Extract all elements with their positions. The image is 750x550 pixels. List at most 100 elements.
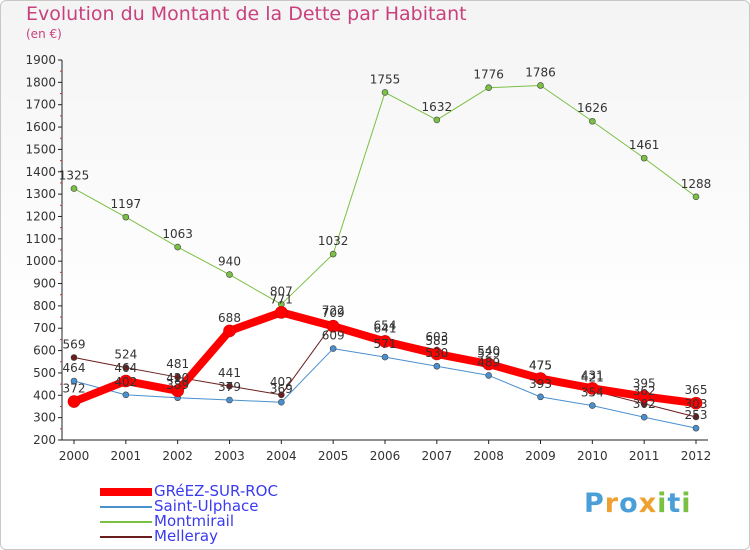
data-label: 688 (218, 311, 241, 325)
data-point (692, 193, 700, 201)
data-label: 379 (218, 380, 241, 394)
data-point (689, 396, 703, 410)
data-point (381, 89, 389, 96)
legend-swatch (100, 488, 152, 496)
data-point (637, 390, 651, 403)
y-tick-label: 1000 (25, 254, 56, 268)
x-tick-label: 2000 (59, 449, 90, 463)
legend-swatch (100, 521, 152, 523)
data-label: 489 (477, 355, 500, 369)
data-label: 654 (374, 319, 397, 333)
data-label: 441 (218, 366, 241, 380)
data-label: 1288 (681, 177, 712, 191)
data-point (433, 116, 441, 124)
series-line-2 (73, 84, 697, 305)
x-tick-label: 2008 (473, 449, 504, 463)
data-label: 369 (270, 382, 293, 396)
data-label: 585 (425, 334, 448, 348)
data-point (329, 250, 337, 258)
data-point (278, 391, 285, 399)
data-label: 421 (581, 371, 604, 385)
data-point (534, 372, 547, 385)
legend-swatch (100, 506, 152, 508)
data-point (482, 357, 495, 371)
data-label: 641 (374, 321, 397, 335)
data-label: 402 (114, 375, 137, 389)
data-point (70, 377, 78, 385)
y-tick-label: 1700 (25, 98, 56, 112)
y-tick-label: 700 (33, 321, 56, 335)
x-tick-label: 2011 (629, 449, 660, 463)
data-point (378, 335, 392, 348)
data-label: 393 (529, 377, 552, 391)
data-point (589, 402, 596, 409)
y-tick-label: 1500 (25, 142, 56, 156)
chart-unit: (en €) (26, 27, 62, 41)
data-label: 1063 (162, 227, 193, 241)
data-point (537, 82, 544, 89)
data-label: 475 (529, 359, 552, 373)
data-point (122, 364, 130, 371)
data-label: 481 (166, 357, 189, 371)
legend-swatch (100, 536, 152, 538)
proxiti-logo: Proxiti (584, 488, 692, 519)
y-tick-label: 1200 (25, 209, 56, 223)
legend-label: GRéEZ-SUR-ROC (154, 482, 278, 500)
data-point (430, 347, 444, 361)
data-point (589, 117, 596, 125)
data-label: 365 (685, 383, 708, 397)
data-label: 569 (63, 338, 86, 352)
data-point (275, 306, 288, 319)
data-label: 402 (270, 375, 293, 389)
x-tick-label: 2010 (577, 449, 608, 463)
data-label: 722 (322, 303, 345, 317)
data-label: 609 (322, 329, 345, 343)
data-point (692, 424, 700, 432)
data-label: 1626 (577, 101, 608, 115)
data-label: 395 (633, 376, 656, 390)
data-label: 420 (166, 371, 189, 385)
data-point (70, 185, 78, 192)
data-point (67, 395, 81, 408)
data-point (223, 324, 236, 338)
data-point (640, 154, 648, 162)
data-label: 771 (270, 292, 293, 306)
data-label: 1786 (525, 65, 556, 79)
data-label: 431 (581, 368, 604, 382)
x-tick-label: 2005 (318, 449, 349, 463)
data-label: 571 (374, 337, 397, 351)
data-point (226, 396, 233, 404)
data-point (278, 398, 285, 406)
data-label: 303 (685, 397, 708, 411)
data-label: 1776 (473, 68, 504, 82)
data-label: 940 (218, 255, 241, 269)
data-point (381, 353, 389, 361)
x-tick-label: 2012 (681, 449, 712, 463)
data-point (171, 384, 184, 398)
data-label: 1755 (370, 72, 401, 86)
data-point (119, 374, 133, 388)
data-label: 529 (477, 346, 500, 360)
data-label: 302 (633, 397, 656, 411)
data-label: 1325 (59, 169, 90, 183)
data-point (640, 413, 648, 421)
legend-label: Melleray (154, 527, 218, 545)
data-point (122, 213, 130, 221)
y-tick-label: 800 (33, 299, 56, 313)
data-point (174, 373, 181, 381)
data-label: 1461 (629, 138, 660, 152)
data-label: 1197 (111, 197, 142, 211)
data-point (226, 271, 233, 278)
y-tick-label: 1100 (25, 232, 56, 246)
y-tick-label: 300 (33, 411, 56, 425)
data-label: 709 (322, 306, 345, 320)
data-label: 1032 (318, 234, 349, 248)
data-label: 389 (166, 378, 189, 392)
data-point (586, 382, 599, 395)
y-tick-label: 1800 (25, 75, 56, 89)
data-label: 464 (63, 361, 86, 375)
x-tick-label: 2007 (422, 449, 453, 463)
y-tick-label: 1300 (25, 187, 56, 201)
data-point (226, 382, 233, 390)
